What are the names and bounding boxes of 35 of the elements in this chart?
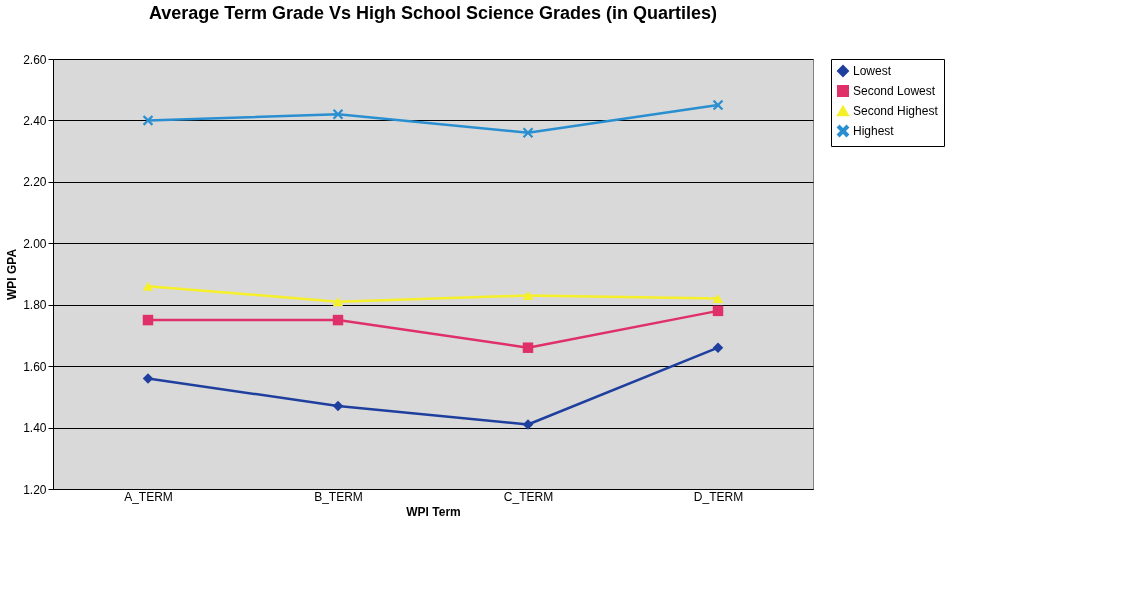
x-tick-label: C_TERM <box>503 489 554 504</box>
point <box>332 109 344 120</box>
y-tick-label: 2.40 <box>23 113 47 128</box>
legend-label: Highest <box>853 124 895 138</box>
x-tick-label: B_TERM <box>314 489 363 504</box>
x-tick-label: A_TERM <box>124 489 173 504</box>
y-axis-title: WPI GPA <box>5 248 20 301</box>
legend-label: Second Highest <box>853 104 939 118</box>
point <box>712 342 724 353</box>
point <box>712 99 724 111</box>
point <box>332 297 344 307</box>
point <box>522 127 534 138</box>
point <box>142 115 154 126</box>
point <box>142 314 154 326</box>
point <box>522 342 534 353</box>
legend-label: Second Lowest <box>853 84 936 98</box>
point <box>712 305 724 317</box>
point <box>142 281 154 291</box>
point <box>332 400 344 412</box>
point <box>332 314 344 326</box>
point <box>522 290 534 301</box>
point <box>712 294 724 304</box>
y-tick-label: 1.40 <box>23 421 47 436</box>
y-tick-label: 1.20 <box>23 482 47 497</box>
y-tick-label: 1.80 <box>23 298 47 313</box>
point <box>142 373 154 384</box>
point <box>522 419 534 430</box>
legend-label: Lowest <box>853 64 892 78</box>
y-tick-label: 2.60 <box>23 52 47 67</box>
x-tick-label: D_TERM <box>693 489 744 504</box>
x-axis-title: WPI Term <box>406 504 461 519</box>
y-tick-label: 2.20 <box>23 175 47 190</box>
chart-title: Average Term Grade Vs High School Science Grades (in Quartiles) <box>148 3 718 23</box>
y-tick-label: 2.00 <box>23 236 47 251</box>
y-tick-label: 1.60 <box>23 359 47 374</box>
